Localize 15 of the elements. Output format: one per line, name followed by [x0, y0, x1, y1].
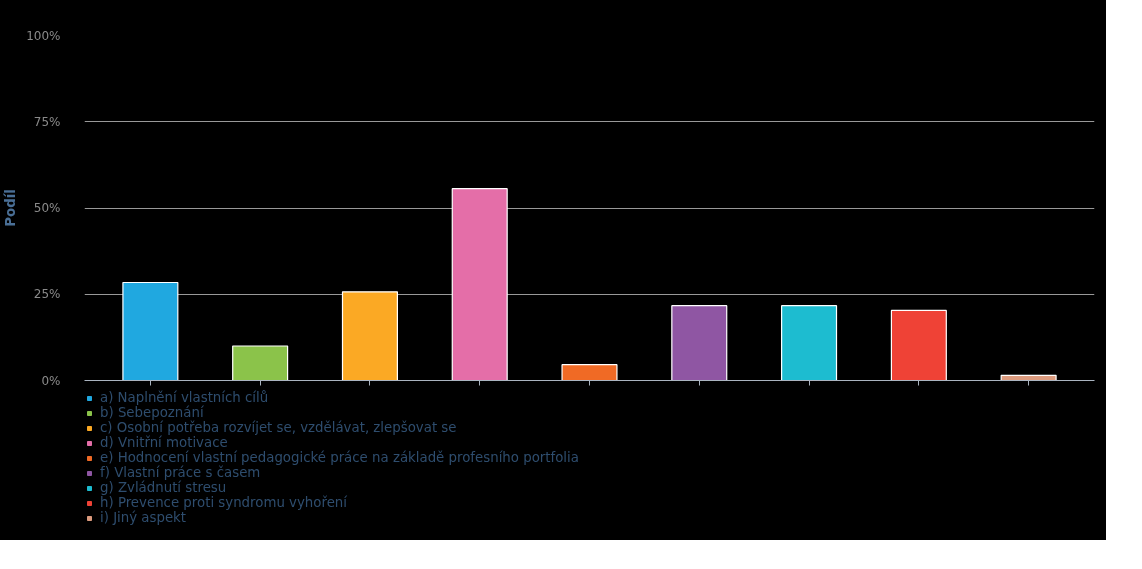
legend-label: a) Naplnění vlastních cílů: [100, 390, 269, 405]
legend-label: h) Prevence proti syndromu vyhoření: [100, 495, 347, 510]
y-tick-label: 75%: [33, 114, 61, 129]
y-tick-label: 25%: [33, 287, 61, 302]
y-tick-label: 50%: [33, 201, 61, 215]
y-tick-label: 0%: [41, 373, 61, 388]
legend-label: b) Sebepoznání: [100, 405, 204, 420]
legend-label: f) Vlastní práce s časem: [100, 465, 261, 480]
y-axis-title: Podíl: [3, 189, 19, 227]
legend-label: g) Zvládnutí stresu: [100, 480, 227, 495]
legend-label: c) Osobní potřeba rozvíjet se, vzdělávat, zlepšovat se: [100, 420, 457, 435]
legend-label: i) Jiný aspekt: [100, 510, 187, 525]
legend-label: d) Vnitřní motivace: [100, 435, 228, 450]
y-tick-label: 100%: [26, 28, 61, 43]
legend-label: e) Hodnocení vlastní pedagogické práce na základě profesního portfolia: [100, 450, 579, 465]
